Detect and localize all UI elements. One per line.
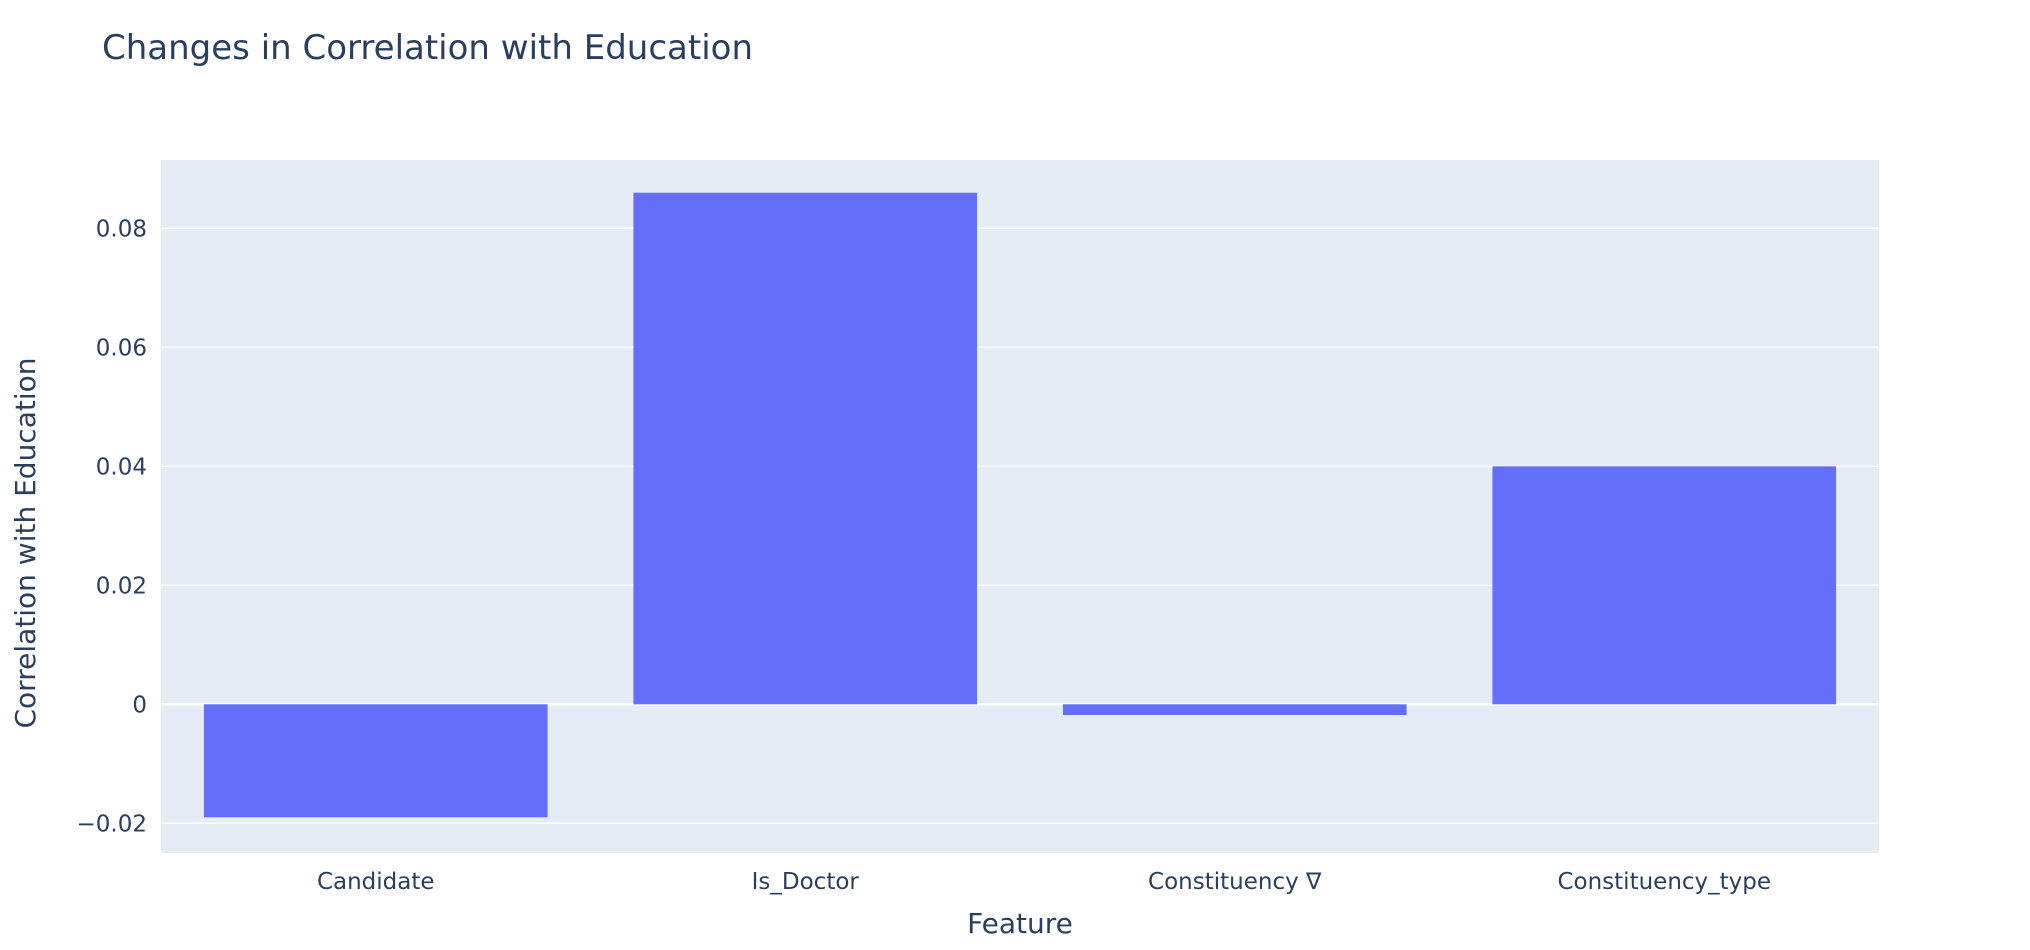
y-tick-label: 0.08 [96, 216, 147, 242]
y-axis-ticks: −0.02 0 0.02 0.04 0.06 0.08 [77, 216, 147, 837]
y-tick-label: 0.02 [96, 573, 147, 599]
y-tick-label: 0.04 [96, 454, 147, 480]
x-tick-label: Is_Doctor [752, 869, 860, 895]
x-axis-title: Feature [967, 907, 1073, 940]
bar[interactable] [1492, 466, 1837, 705]
bar[interactable] [1062, 704, 1407, 715]
y-tick-label: −0.02 [77, 811, 147, 837]
x-tick-label: Candidate [317, 869, 435, 895]
y-tick-label: 0.06 [96, 335, 147, 361]
y-tick-label: 0 [132, 692, 147, 718]
x-tick-label: Constituency_type [1557, 869, 1771, 895]
chart-title: Changes in Correlation with Education [102, 28, 753, 68]
bars [203, 192, 1837, 818]
bar[interactable] [633, 192, 978, 705]
bar[interactable] [203, 704, 548, 818]
x-tick-label: Constituency ∇ [1148, 869, 1322, 895]
y-axis-title: Correlation with Education [9, 358, 42, 729]
x-axis-ticks: Candidate Is_Doctor Constituency ∇ Constitu… [317, 869, 1771, 895]
